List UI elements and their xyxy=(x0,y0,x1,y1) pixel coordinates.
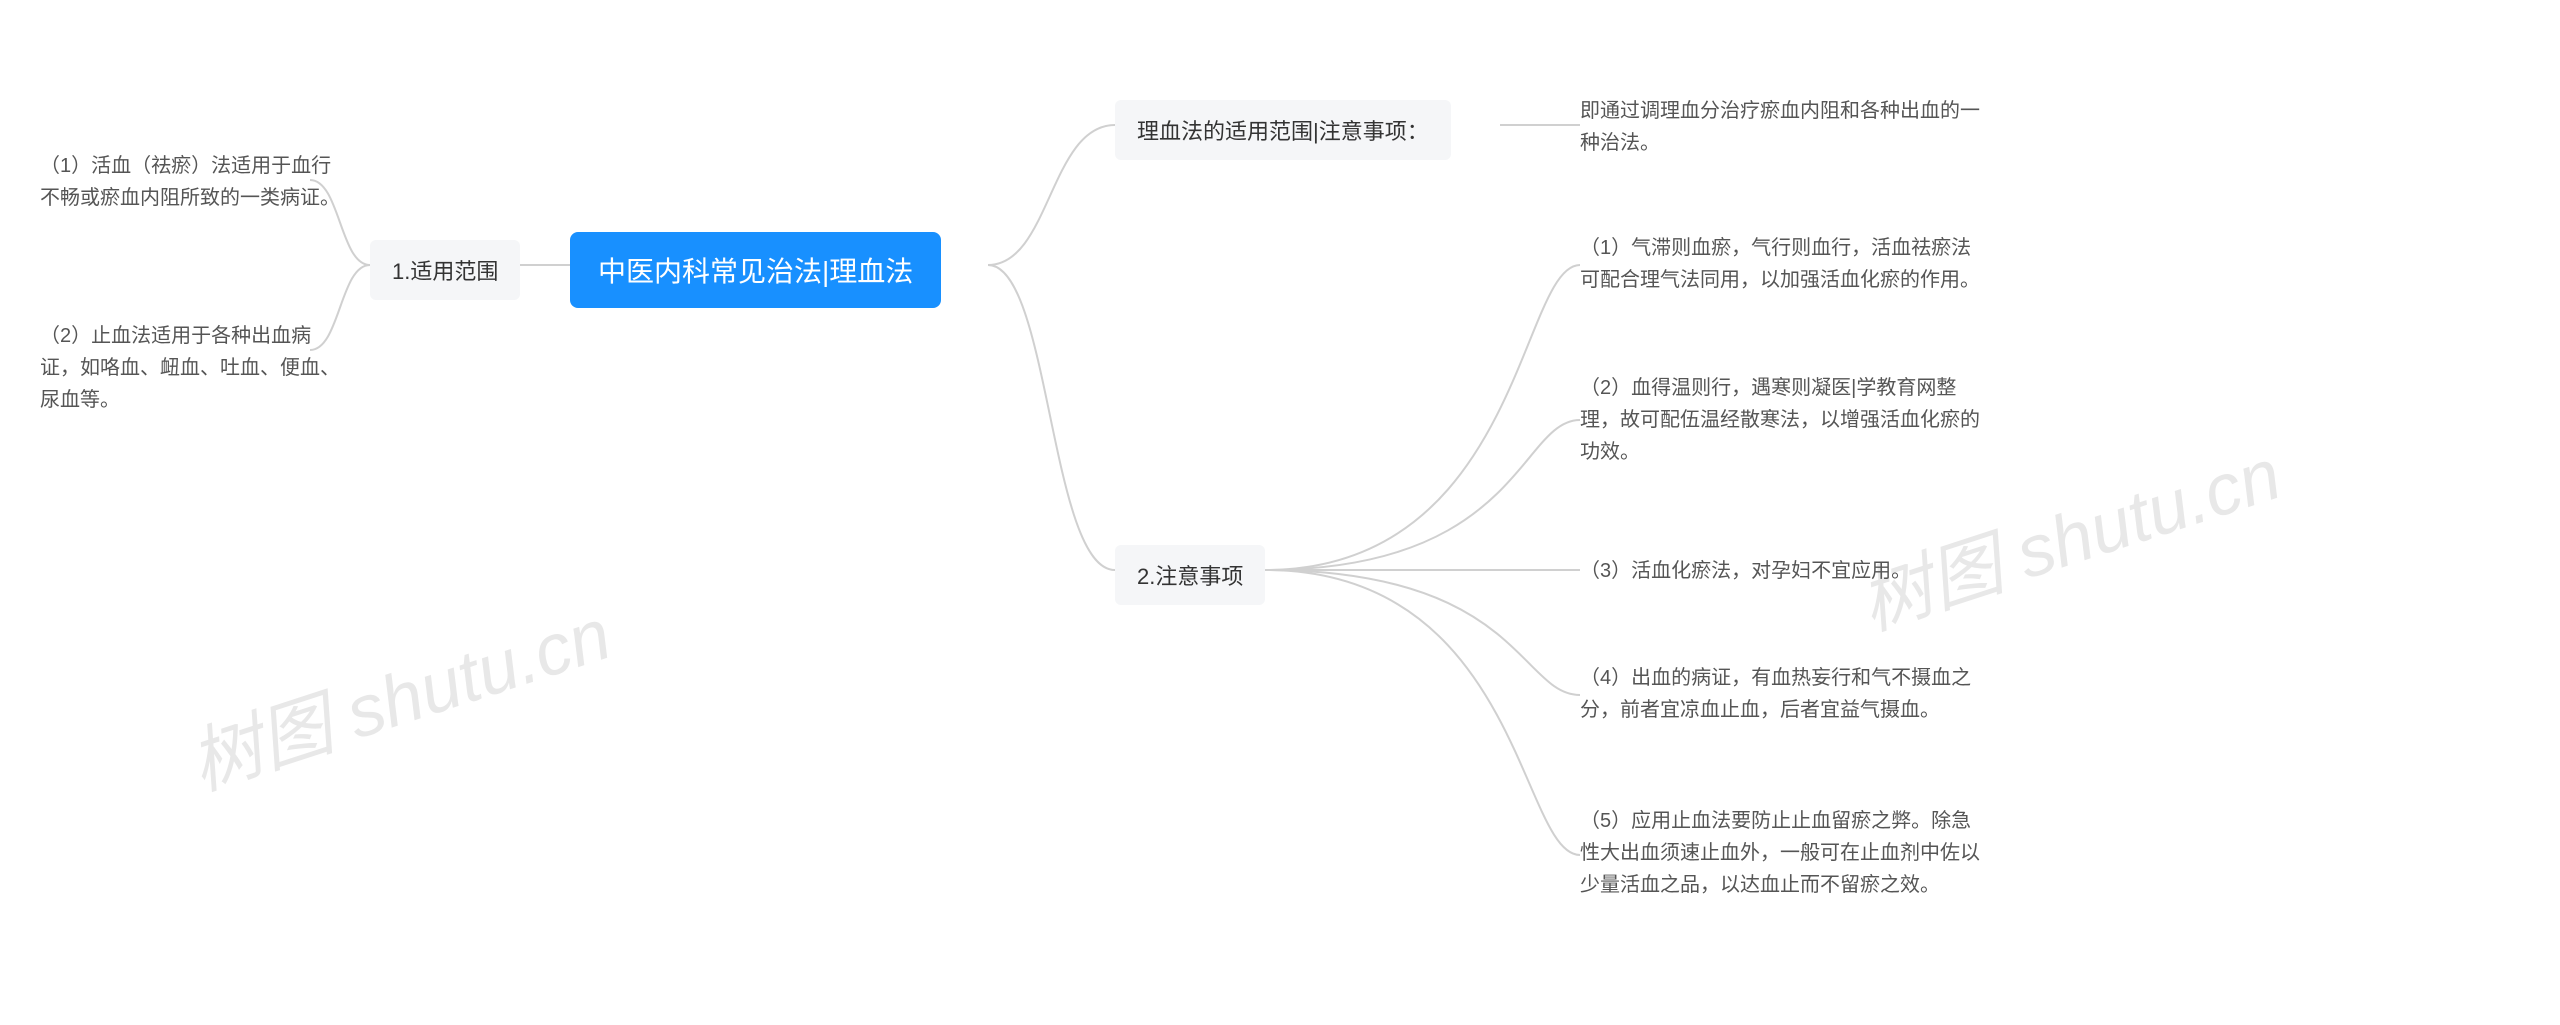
right-branch1-leaf-1: 即通过调理血分治疗瘀血内阻和各种出血的一种治法。 xyxy=(1580,95,1980,159)
right-branch2-leaf-2: （2）血得温则行，遇寒则凝医|学教育网整理，故可配伍温经散寒法，以增强活血化瘀的… xyxy=(1580,372,1990,468)
right-branch-scope-notes[interactable]: 理血法的适用范围|注意事项： xyxy=(1115,100,1451,160)
watermark: 树图 shutu.cn xyxy=(174,575,621,810)
right-branch-notes[interactable]: 2.注意事项 xyxy=(1115,545,1265,605)
right-branch2-leaf-4: （4）出血的病证，有血热妄行和气不摄血之分，前者宜凉血止血，后者宜益气摄血。 xyxy=(1580,662,1990,726)
left-leaf-1: （1）活血（祛瘀）法适用于血行不畅或瘀血内阻所致的一类病证。 xyxy=(40,150,340,214)
right-branch2-leaf-1: （1）气滞则血瘀，气行则血行，活血祛瘀法可配合理气法同用，以加强活血化瘀的作用。 xyxy=(1580,232,1990,296)
left-branch-scope[interactable]: 1.适用范围 xyxy=(370,240,520,300)
right-branch2-leaf-3: （3）活血化瘀法，对孕妇不宜应用。 xyxy=(1580,555,1911,587)
left-leaf-2: （2）止血法适用于各种出血病证，如咯血、衄血、吐血、便血、尿血等。 xyxy=(40,320,340,416)
right-branch2-leaf-5: （5）应用止血法要防止止血留瘀之弊。除急性大出血须速止血外，一般可在止血剂中佐以… xyxy=(1580,805,1990,901)
root-node[interactable]: 中医内科常见治法|理血法 xyxy=(570,232,941,308)
